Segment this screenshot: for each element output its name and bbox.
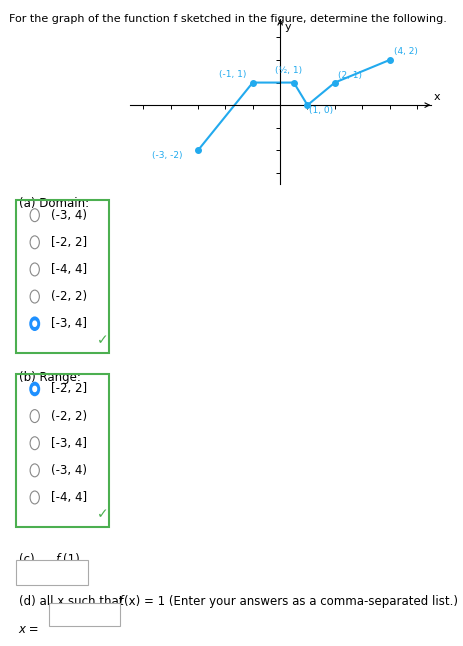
Text: (2, 1): (2, 1): [338, 71, 362, 80]
Text: (-3, 4): (-3, 4): [51, 464, 87, 477]
Text: (a) Domain:: (a) Domain:: [19, 197, 88, 210]
Text: (b) Range:: (b) Range:: [19, 371, 81, 384]
Text: (-3, 4): (-3, 4): [51, 209, 87, 222]
Text: (1): (1): [63, 553, 79, 566]
Text: (d) all x such that: (d) all x such that: [19, 595, 127, 608]
Text: [-3, 4]: [-3, 4]: [51, 317, 87, 330]
Text: (x) = 1 (Enter your answers as a comma-separated list.): (x) = 1 (Enter your answers as a comma-s…: [124, 595, 457, 608]
Text: (4, 2): (4, 2): [394, 47, 418, 56]
Text: ✓: ✓: [97, 506, 109, 521]
Text: (-3, -2): (-3, -2): [152, 151, 183, 160]
Text: [-2, 2]: [-2, 2]: [51, 382, 87, 395]
Text: y: y: [284, 21, 291, 32]
Text: x: x: [433, 92, 440, 102]
Text: (-2, 2): (-2, 2): [51, 410, 87, 422]
Text: For the graph of the function f sketched in the figure, determine the following.: For the graph of the function f sketched…: [9, 14, 447, 24]
Text: [-2, 2]: [-2, 2]: [51, 236, 87, 249]
Text: ✓: ✓: [97, 333, 109, 347]
Text: [-4, 4]: [-4, 4]: [51, 491, 87, 504]
Text: (c): (c): [19, 553, 34, 566]
Text: (½, 1): (½, 1): [275, 66, 302, 75]
Text: (-1, 1): (-1, 1): [219, 70, 246, 79]
Text: (1, 0): (1, 0): [309, 105, 333, 114]
Text: [-3, 4]: [-3, 4]: [51, 437, 87, 450]
Text: f: f: [56, 553, 60, 566]
Text: f: f: [118, 595, 122, 608]
Text: x =: x =: [19, 623, 39, 636]
Text: [-4, 4]: [-4, 4]: [51, 263, 87, 276]
Text: (-2, 2): (-2, 2): [51, 290, 87, 303]
